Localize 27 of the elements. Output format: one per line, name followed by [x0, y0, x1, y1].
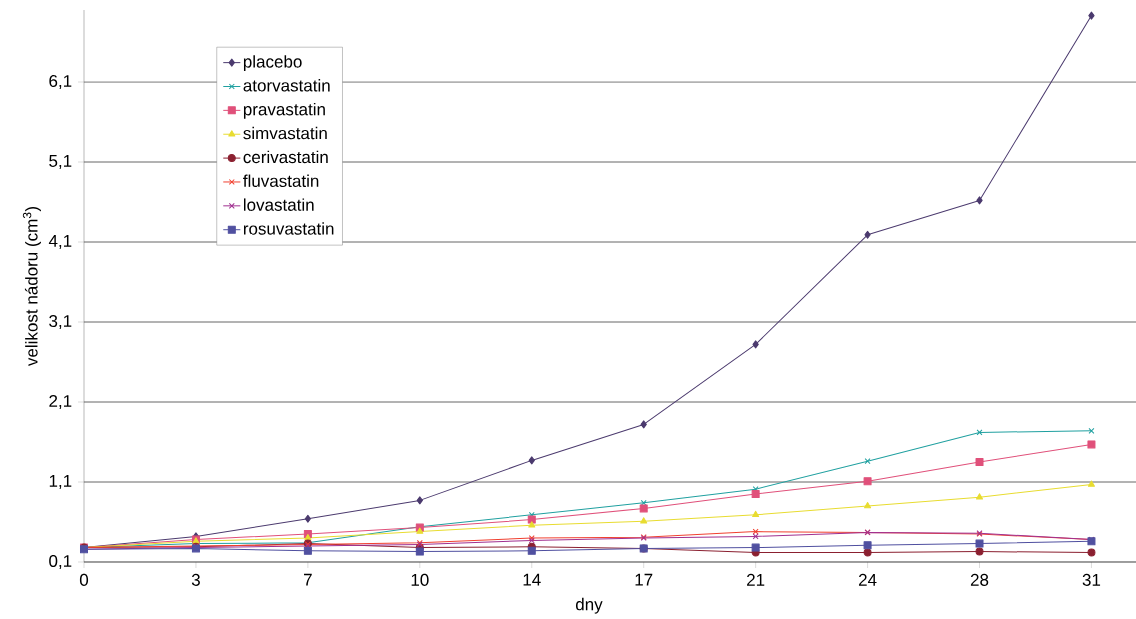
- x-tick-label: 21: [747, 573, 765, 586]
- legend-label: simvastatin: [243, 126, 327, 140]
- y-axis-title: velikost nádoru (cm$^{3}$): [22, 206, 41, 367]
- x-tick-label: 3: [191, 573, 200, 586]
- y-tick-label: 3,1: [49, 314, 72, 330]
- legend-label: cerivastatin: [243, 150, 328, 164]
- legend-label: atorvastatin: [243, 79, 330, 92]
- x-tick-label: 28: [970, 573, 989, 586]
- x-axis-title: dny: [575, 597, 603, 614]
- y-tick-label: 1,1: [49, 475, 72, 489]
- y-tick-label: 5,1: [49, 155, 72, 169]
- y-tick-label: 4,1: [48, 235, 72, 249]
- legend-label: fluvastatin: [243, 174, 319, 188]
- x-tick-label: 24: [858, 573, 877, 586]
- x-tick-label: 0: [79, 573, 89, 586]
- legend-label: lovastatin: [243, 198, 314, 211]
- x-tick-label: 14: [523, 573, 541, 586]
- y-tick-label: 6,1: [49, 74, 72, 90]
- y-tick-label: 0,1: [49, 554, 72, 570]
- x-tick-label: 7: [304, 573, 312, 586]
- legend-label: rosuvastatin: [243, 222, 334, 235]
- y-tick-label: 2,1: [49, 394, 72, 410]
- legend-label: placebo: [243, 55, 302, 72]
- x-tick-label: 17: [635, 573, 653, 586]
- legend-label: pravastatin: [243, 102, 325, 119]
- x-tick-label: 10: [411, 573, 429, 586]
- x-tick-label: 31: [1082, 573, 1101, 586]
